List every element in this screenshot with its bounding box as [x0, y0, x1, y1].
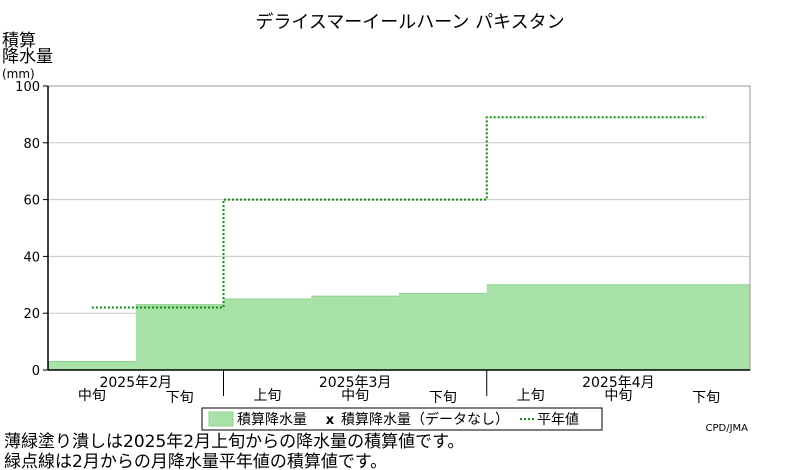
area-segment [486, 284, 532, 370]
area-series [48, 284, 751, 370]
area-segment [135, 304, 181, 370]
normal-step-line [91, 116, 707, 309]
y-tick-label: 0 [32, 364, 40, 379]
y-tick-label: 60 [23, 194, 40, 209]
area-segment [355, 296, 400, 370]
x-dekad-label: 中旬 [604, 388, 632, 404]
x-month-label: 2025年3月 [319, 375, 392, 391]
legend-label-area: 積算降水量 [237, 412, 307, 428]
x-dekad-label: 中旬 [78, 388, 106, 404]
credit-text: CPD/JMA [706, 423, 749, 434]
legend: 積算降水量 x 積算降水量（データなし） 平年値 [201, 407, 603, 431]
area-segment [223, 299, 268, 370]
y-tick-labels: 0 20 40 60 80 100 [15, 80, 48, 379]
y-axis-label-line: 積算 [2, 31, 36, 51]
x-dekad-label: 下旬 [692, 390, 720, 406]
area-segment [267, 299, 312, 370]
y-axis-label-line: (mm) [2, 67, 35, 81]
area-segment [179, 304, 224, 370]
area-segment [574, 284, 619, 370]
x-dekad-label: 下旬 [429, 390, 457, 406]
y-tick-label: 80 [23, 137, 40, 152]
legend-label-no-data: 積算降水量（データなし） [341, 411, 509, 428]
area-segment [442, 293, 488, 370]
legend-label-normal: 平年値 [537, 412, 579, 428]
area-segment [530, 284, 575, 370]
y-tick-label: 40 [23, 250, 40, 265]
chart-title: デライスマーイールハーン パキスタン [255, 12, 564, 33]
y-axis-label-line: 降水量 [2, 47, 53, 67]
normal-series [91, 116, 707, 309]
footnote-2: 緑点線は2月からの月降水量平年値の積算値です。 [4, 452, 387, 470]
area-segment [706, 284, 751, 370]
x-dekad-label: 下旬 [166, 390, 194, 406]
footnote-1: 薄緑塗り潰しは2025年2月上旬からの降水量の積算値です。 [4, 431, 464, 452]
x-dekad-label: 中旬 [341, 388, 369, 404]
area-segment [399, 293, 444, 370]
area-segment [91, 361, 137, 370]
area-segment [311, 296, 356, 370]
legend-box [201, 407, 603, 431]
x-month-label: 2025年4月 [582, 375, 655, 391]
x-dekad-label: 上旬 [253, 388, 281, 404]
legend-swatch-area [208, 411, 234, 427]
plot-frame [47, 85, 751, 371]
y-axis-label: 積算降水量(mm) [2, 31, 53, 81]
area-segment [662, 284, 707, 370]
x-dekad-label: 上旬 [517, 388, 545, 404]
y-tick-label: 100 [15, 80, 40, 95]
area-segment [618, 284, 663, 370]
y-tick-label: 20 [23, 307, 40, 322]
area-segment [48, 361, 93, 370]
x-month-label: 2025年2月 [99, 375, 172, 391]
legend-swatch-no-data: x [326, 413, 335, 428]
